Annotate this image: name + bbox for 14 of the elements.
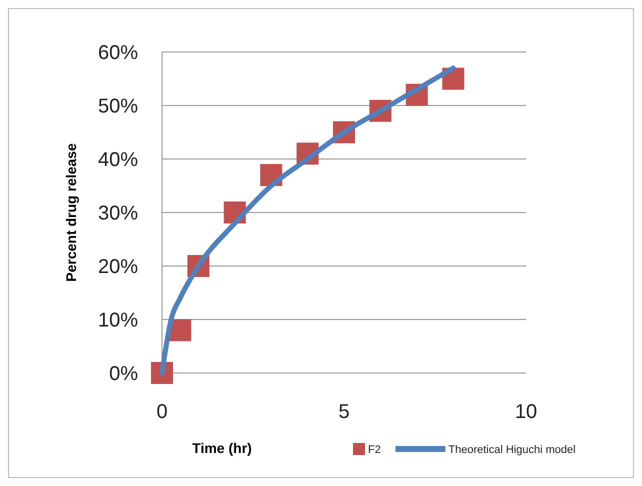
x-tick-label: 0 <box>156 401 168 423</box>
y-tick-label: 30% <box>98 202 138 224</box>
y-tick-label: 60% <box>98 42 138 64</box>
x-tick-label: 10 <box>514 401 538 423</box>
y-tick-label: 40% <box>98 149 138 171</box>
legend-label: F2 <box>368 444 381 456</box>
legend-label: Theoretical Higuchi model <box>448 444 576 456</box>
y-tick-label: 20% <box>98 256 138 278</box>
y-tick-label: 50% <box>98 96 138 118</box>
y-tick-label: 10% <box>98 310 138 332</box>
y-axis-title: Percent drug release <box>63 143 79 282</box>
x-tick-label: 5 <box>338 401 350 423</box>
y-tick-label: 0% <box>109 363 138 385</box>
x-axis-title: Time (hr) <box>192 440 252 456</box>
